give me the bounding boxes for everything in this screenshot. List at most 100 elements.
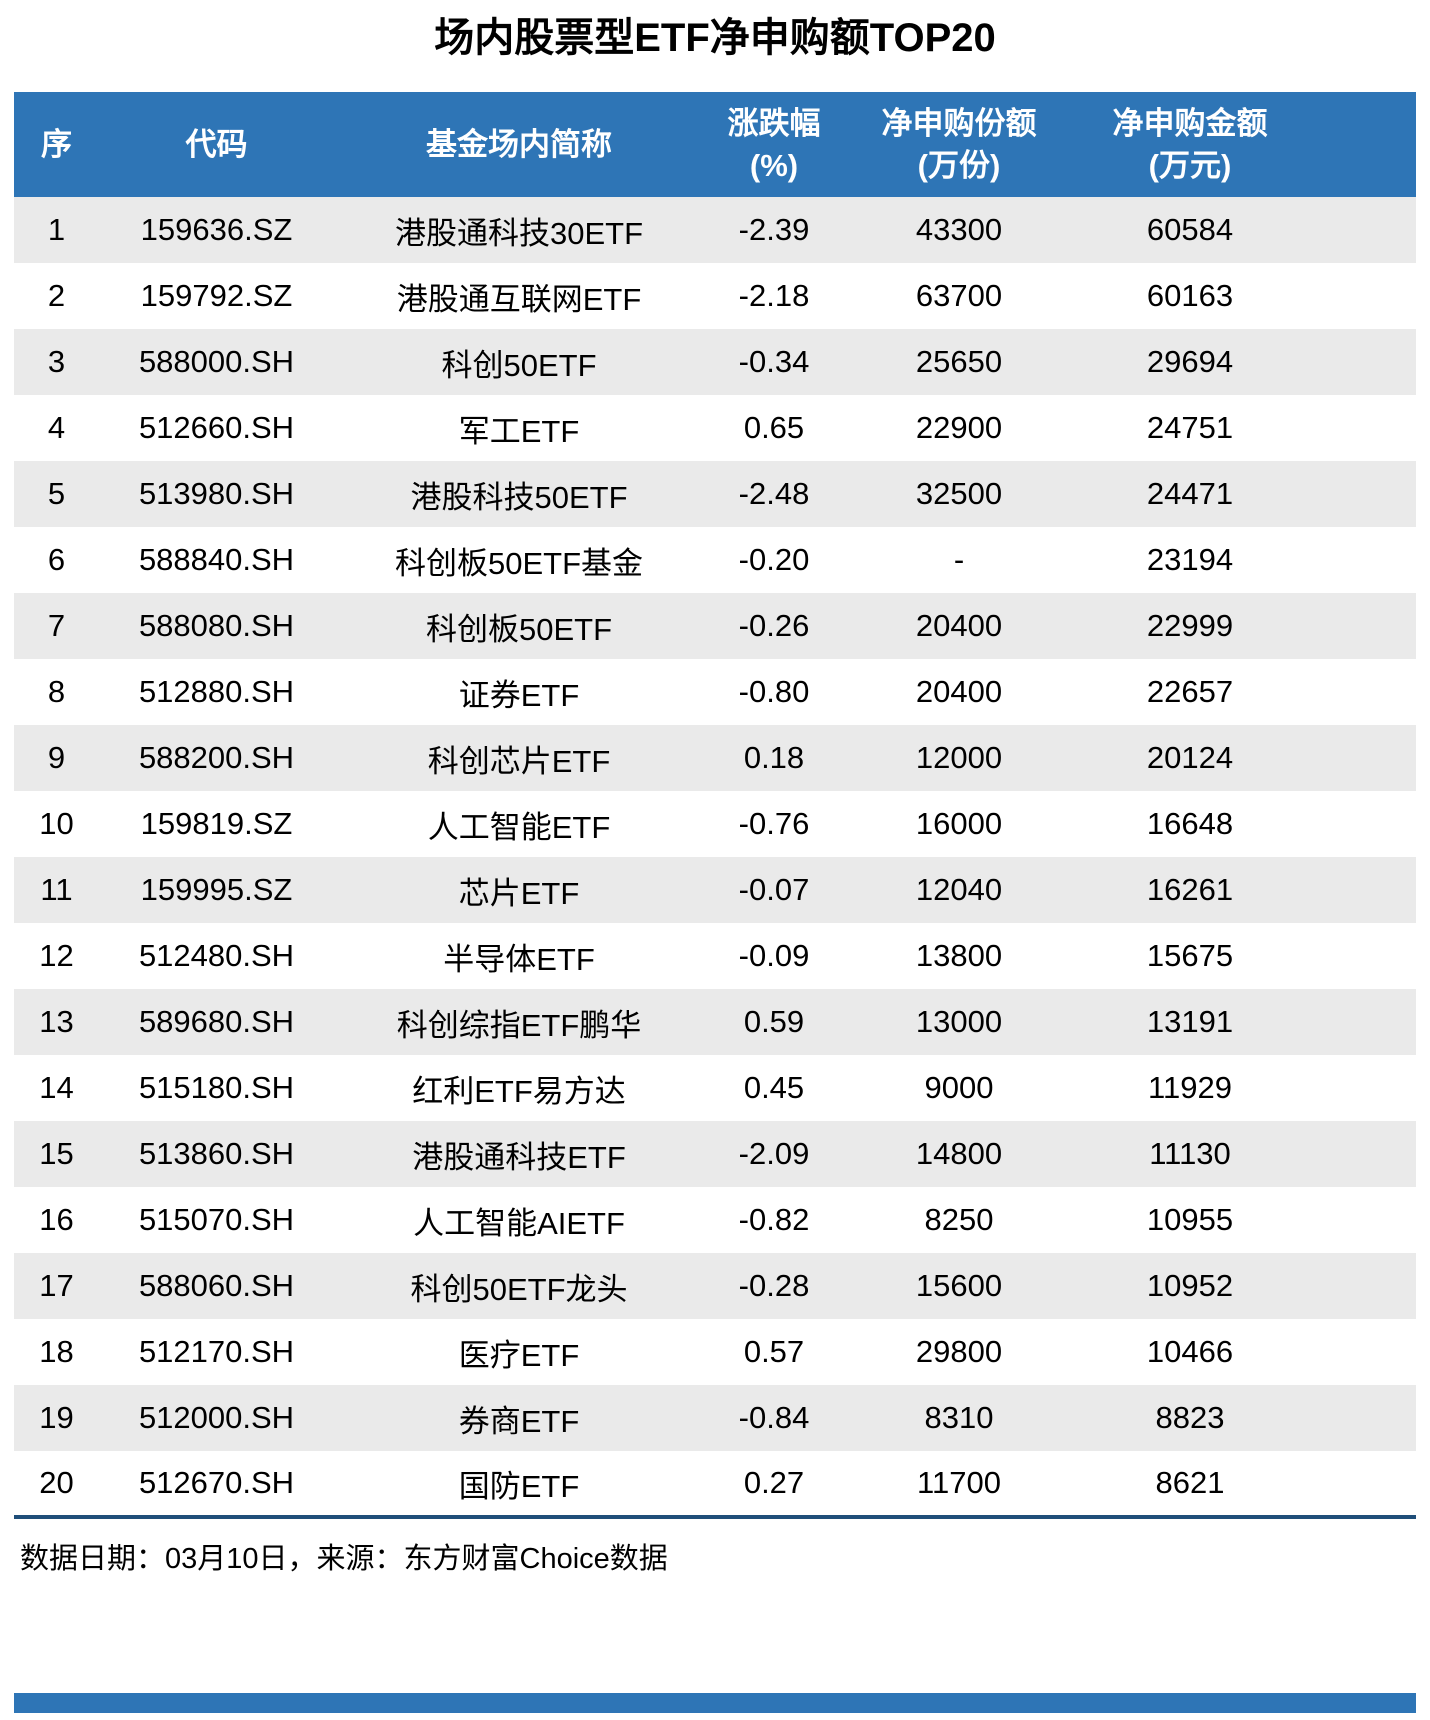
table-row: 20 512670.SH 国防ETF 0.27 11700 8621 (14, 1451, 1416, 1517)
table-row: 2 159792.SZ 港股通互联网ETF -2.18 63700 60163 (14, 263, 1416, 329)
net-amount-cell: 22657 (1146, 674, 1234, 709)
rank-cell: 18 (39, 1334, 74, 1369)
change-pct-cell: -0.34 (738, 344, 810, 379)
code-cell: 512000.SH (138, 1400, 295, 1435)
rank-cell: 5 (47, 476, 66, 511)
code-cell: 159792.SZ (140, 278, 293, 313)
change-pct-cell: 0.59 (743, 1004, 805, 1039)
fund-name-cell: 券商ETF (458, 1403, 580, 1439)
fund-name-cell: 证券ETF (458, 677, 580, 713)
net-amount-cell: 10952 (1146, 1268, 1234, 1303)
fund-name-cell: 科创综指ETF鹏华 (396, 1007, 642, 1043)
rank-cell: 20 (39, 1465, 74, 1500)
net-shares-cell: 29800 (915, 1334, 1003, 1369)
rank-cell: 8 (47, 674, 66, 709)
table-row: 15 513860.SH 港股通科技ETF -2.09 14800 11130 (14, 1121, 1416, 1187)
table-row: 12 512480.SH 半导体ETF -0.09 13800 15675 (14, 923, 1416, 989)
etf-table-container: 序 代码 基金场内简称 涨跌幅 (%) 净申购份额 (万份) 净申购金额 (14, 92, 1416, 1519)
net-shares-cell: 12040 (915, 872, 1003, 907)
fund-name-cell: 人工智能AIETF (413, 1205, 625, 1241)
code-cell: 589680.SH (138, 1004, 295, 1039)
col-header-fund-name: 基金场内简称 (334, 92, 704, 197)
net-shares-cell: 13800 (915, 938, 1003, 973)
net-shares-cell: 20400 (915, 674, 1003, 709)
change-pct-cell: -0.09 (738, 938, 810, 973)
table-row: 8 512880.SH 证券ETF -0.80 20400 22657 (14, 659, 1416, 725)
change-pct-cell: -2.18 (738, 278, 810, 313)
net-shares-cell: 20400 (915, 608, 1003, 643)
rank-cell: 10 (39, 806, 74, 841)
code-cell: 159636.SZ (140, 212, 293, 247)
net-shares-cell: 9000 (924, 1070, 994, 1105)
table-row: 6 588840.SH 科创板50ETF基金 -0.20 - 23194 (14, 527, 1416, 593)
table-body: 1 159636.SZ 港股通科技30ETF -2.39 43300 60584 2 1597… (14, 197, 1416, 1517)
net-shares-cell: 12000 (915, 740, 1003, 775)
table-row: 14 515180.SH 红利ETF易方达 0.45 9000 11929 (14, 1055, 1416, 1121)
table-row: 4 512660.SH 军工ETF 0.65 22900 24751 (14, 395, 1416, 461)
fund-name-cell: 港股通科技30ETF (394, 215, 644, 251)
net-shares-cell: 8250 (924, 1202, 994, 1237)
net-amount-cell: 11929 (1148, 1070, 1232, 1105)
page-title: 场内股票型ETF净申购额TOP20 (434, 16, 996, 60)
code-cell: 512480.SH (138, 938, 295, 973)
table-row: 9 588200.SH 科创芯片ETF 0.18 12000 20124 (14, 725, 1416, 791)
table-row: 10 159819.SZ 人工智能ETF -0.76 16000 16648 (14, 791, 1416, 857)
change-pct-cell: 0.65 (743, 410, 805, 445)
net-amount-cell: 16648 (1146, 806, 1234, 841)
net-shares-cell: 16000 (915, 806, 1003, 841)
net-amount-cell: 22999 (1146, 608, 1234, 643)
code-cell: 159819.SZ (140, 806, 293, 841)
net-amount-cell: 23194 (1146, 542, 1234, 577)
fund-name-cell: 科创板50ETF (425, 611, 613, 647)
code-cell: 513980.SH (138, 476, 295, 511)
rank-cell: 6 (47, 542, 66, 577)
bottom-accent-bar (14, 1693, 1416, 1713)
code-cell: 159995.SZ (140, 872, 293, 907)
table-row: 1 159636.SZ 港股通科技30ETF -2.39 43300 60584 (14, 197, 1416, 263)
col-header-net-shares: 净申购份额 (万份) (844, 92, 1074, 197)
col-header-net-amount: 净申购金额 (万元) (1074, 92, 1416, 197)
net-shares-cell: 13000 (915, 1004, 1003, 1039)
net-amount-cell: 11130 (1149, 1136, 1231, 1171)
fund-name-cell: 港股科技50ETF (410, 479, 628, 515)
table-row: 19 512000.SH 券商ETF -0.84 8310 8823 (14, 1385, 1416, 1451)
rank-cell: 2 (47, 278, 66, 313)
fund-name-cell: 国防ETF (458, 1468, 580, 1504)
etf-table: 序 代码 基金场内简称 涨跌幅 (%) 净申购份额 (万份) 净申购金额 (14, 92, 1416, 1519)
table-row: 11 159995.SZ 芯片ETF -0.07 12040 16261 (14, 857, 1416, 923)
code-cell: 588060.SH (138, 1268, 295, 1303)
net-amount-cell: 16261 (1146, 872, 1234, 907)
net-amount-cell: 10466 (1146, 1334, 1234, 1369)
rank-cell: 7 (47, 608, 66, 643)
net-shares-cell: 14800 (915, 1136, 1003, 1171)
change-pct-cell: -0.80 (738, 674, 810, 709)
change-pct-cell: 0.27 (743, 1465, 805, 1500)
rank-cell: 13 (39, 1004, 74, 1039)
fund-name-cell: 芯片ETF (458, 875, 580, 911)
net-amount-cell: 10955 (1146, 1202, 1234, 1237)
rank-cell: 11 (40, 872, 73, 907)
code-cell: 588840.SH (138, 542, 295, 577)
code-cell: 515070.SH (138, 1202, 295, 1237)
change-pct-cell: -0.84 (738, 1400, 810, 1435)
net-amount-cell: 20124 (1146, 740, 1234, 775)
fund-name-cell: 港股通互联网ETF (396, 281, 642, 317)
change-pct-cell: -0.20 (738, 542, 810, 577)
change-pct-cell: -0.82 (738, 1202, 810, 1237)
rank-cell: 3 (47, 344, 66, 379)
change-pct-cell: -2.09 (738, 1136, 810, 1171)
fund-name-cell: 医疗ETF (458, 1337, 580, 1373)
code-cell: 515180.SH (138, 1070, 295, 1105)
table-header: 序 代码 基金场内简称 涨跌幅 (%) 净申购份额 (万份) 净申购金额 (14, 92, 1416, 197)
net-amount-cell: 24471 (1146, 476, 1234, 511)
net-shares-cell: 25650 (915, 344, 1003, 379)
col-header-rank: 序 (14, 92, 99, 197)
net-amount-cell: 15675 (1146, 938, 1234, 973)
rank-cell: 4 (47, 410, 66, 445)
rank-cell: 17 (39, 1268, 74, 1303)
fund-name-cell: 港股通科技ETF (412, 1139, 626, 1175)
change-pct-cell: 0.18 (743, 740, 805, 775)
rank-cell: 14 (39, 1070, 74, 1105)
code-cell: 588200.SH (138, 740, 295, 775)
col-header-code: 代码 (99, 92, 334, 197)
